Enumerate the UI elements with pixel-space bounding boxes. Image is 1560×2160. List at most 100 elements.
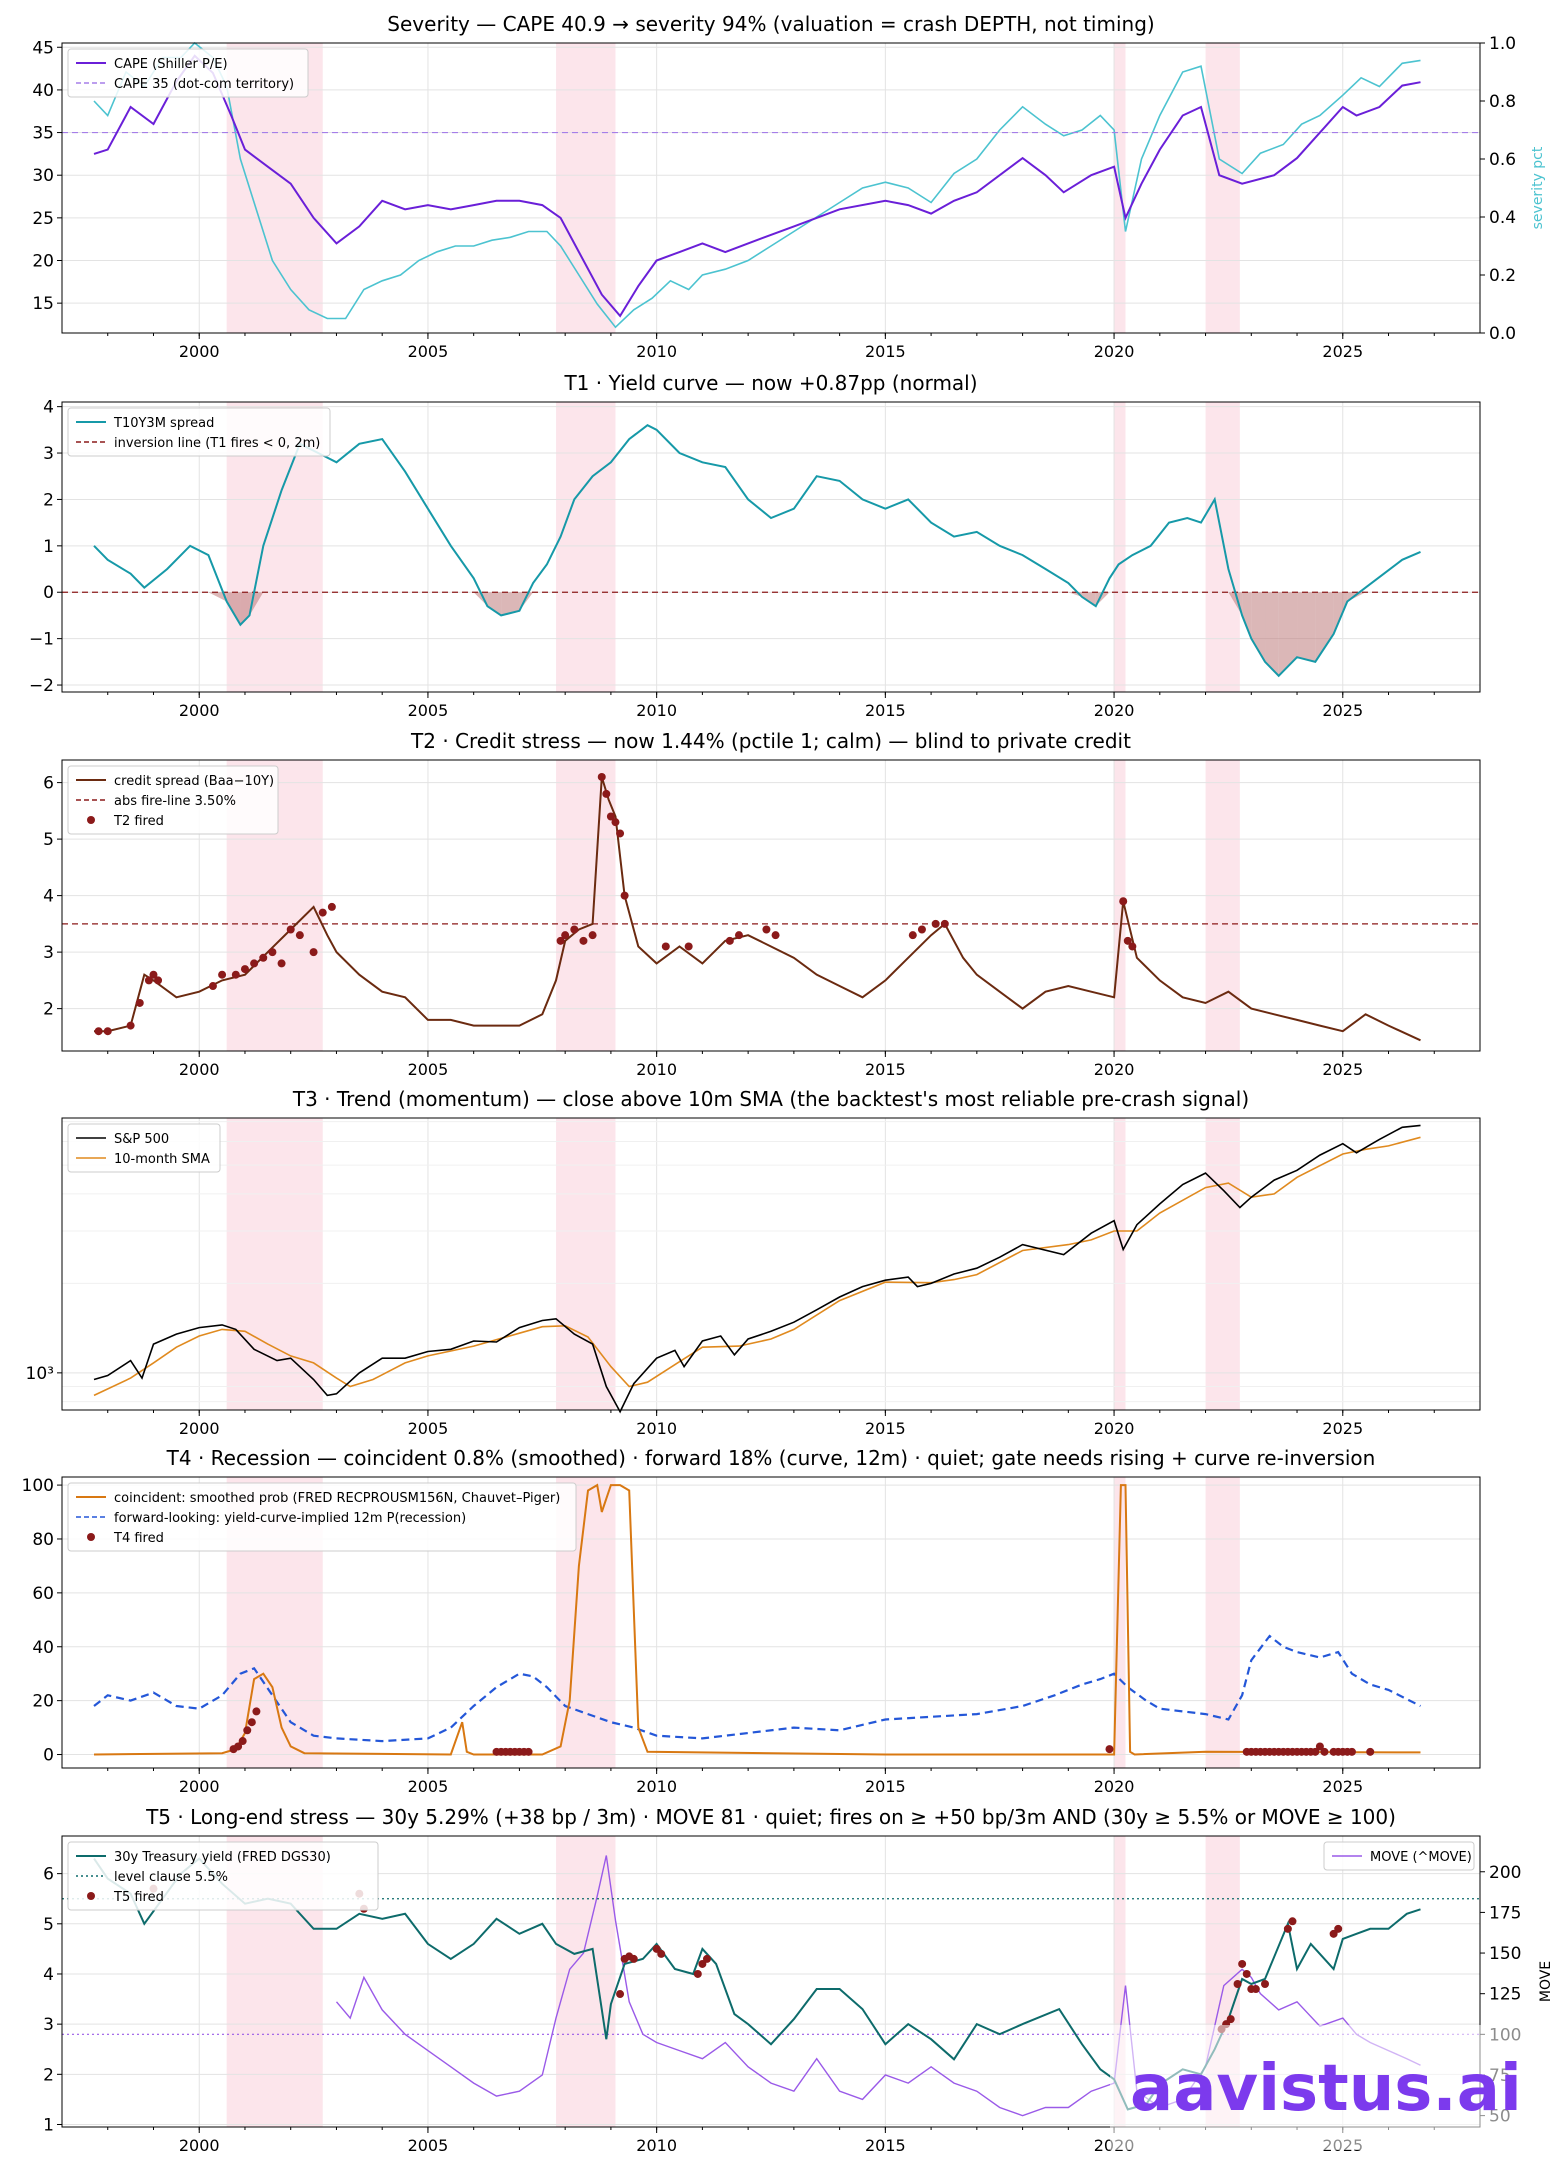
inversion-area [487, 592, 502, 616]
yield30-line [93, 1857, 1421, 2111]
recession-band [1205, 1118, 1240, 1410]
legend-swatch [87, 816, 95, 824]
t5-fired-point [1334, 1924, 1343, 1933]
legend-label: T5 fired [113, 1890, 164, 1905]
t2-fired-point [208, 982, 217, 991]
t2-fired-point [556, 936, 565, 945]
recession-band [1114, 760, 1126, 1051]
t2-fired-point [570, 925, 579, 934]
legend: credit spread (Baa−10Y) abs fire-line 3.5… [67, 765, 279, 835]
x-tick-label: 2015 [865, 1060, 906, 1079]
t2-fired-point [616, 829, 625, 838]
cape-line [93, 54, 1421, 318]
legend-label: T2 fired [113, 814, 164, 829]
x-tick-label: 2025 [1322, 1419, 1363, 1438]
y-tick-label: 4 [43, 398, 54, 418]
chart-title: T5 · Long-end stress — 30y 5.29% (+38 bp… [145, 1805, 1396, 1829]
credit-spread-line [94, 776, 1421, 1042]
sma-line [93, 1136, 1421, 1397]
t5-fired-point [1261, 1980, 1270, 1989]
legend-label: 10-month SMA [114, 1152, 210, 1167]
t2-fired-point [144, 976, 153, 985]
t2-fired-point [259, 953, 268, 962]
t2-fired-point [94, 1027, 103, 1036]
t5-fired-point [1226, 2015, 1235, 2024]
t2-fired-point [684, 942, 693, 951]
t2-fired-point [135, 998, 144, 1007]
y-tick-label: 3 [43, 2015, 54, 2035]
y-tick-label: −1 [29, 630, 54, 650]
t5-fired-point [1242, 1969, 1251, 1978]
chart-title: T3 · Trend (momentum) — close above 10m … [292, 1087, 1249, 1111]
t2-fired-point [277, 959, 286, 968]
y-tick-label: 2 [43, 2065, 54, 2085]
inversion-area [1347, 592, 1366, 602]
recession-band [1114, 1477, 1126, 1768]
x-tick-label: 2020 [1094, 342, 1135, 361]
x-tick-label: 2015 [865, 2136, 906, 2155]
t5-fired-point [1288, 1917, 1297, 1926]
y-tick-label: 35 [32, 124, 54, 144]
t2-fired-point [250, 959, 259, 968]
t4-fired-point [1311, 1747, 1320, 1756]
chart-title: T4 · Recession — coincident 0.8% (smooth… [166, 1446, 1376, 1470]
legend-box-move [1323, 1841, 1475, 1871]
legend: CAPE (Shiller P/E) CAPE 35 (dot-com terri… [67, 48, 309, 98]
y-tick-label: 45 [32, 38, 54, 58]
legend: coincident: smoothed prob (FRED RECPROUS… [67, 1482, 577, 1552]
coincident-line [93, 1483, 1421, 1756]
t2-fired-point [295, 931, 304, 940]
y-tick-label: 1 [43, 537, 54, 557]
forward-line [93, 1634, 1421, 1743]
x-tick-label: 2005 [408, 2136, 449, 2155]
recession-band [1114, 402, 1126, 692]
legend-box [67, 1482, 577, 1552]
y2-tick-label: 0.8 [1489, 92, 1516, 112]
legend: 30y Treasury yield (FRED DGS30) level cla… [67, 1841, 1475, 1911]
y-tick-label: 5 [43, 830, 54, 850]
legend-label: level clause 5.5% [114, 1870, 228, 1885]
inversion-area [1095, 592, 1110, 607]
legend-label: abs fire-line 3.50% [114, 794, 236, 809]
sp500-line [93, 1124, 1421, 1414]
y-tick-label: 40 [32, 1638, 54, 1658]
inversion-area [473, 592, 488, 607]
t2-fired-point [240, 965, 249, 974]
legend-box [67, 407, 331, 457]
x-tick-label: 2000 [179, 701, 220, 720]
t2-fired-point [762, 925, 771, 934]
legend-label: coincident: smoothed prob (FRED RECPROUS… [114, 1491, 560, 1506]
x-tick-label: 2015 [865, 342, 906, 361]
t4-fired-point [1366, 1747, 1375, 1756]
axes-frame [61, 401, 1481, 693]
recession-band [1205, 760, 1240, 1051]
t2-fired-point [1123, 936, 1132, 945]
t2-fired-point [318, 908, 327, 917]
y-tick-label: 20 [32, 252, 54, 272]
inversion-area [1265, 592, 1279, 676]
inversion-area [519, 592, 534, 611]
legend-label: MOVE (^MOVE) [1370, 1850, 1472, 1865]
inversion-area [226, 592, 241, 625]
x-tick-label: 2010 [636, 1060, 677, 1079]
recession-band [1114, 1836, 1126, 2127]
t4-fired-point [238, 1737, 247, 1746]
axes-frame [61, 1117, 1481, 1411]
x-tick-label: 2010 [636, 342, 677, 361]
t2-fired-point [103, 1027, 112, 1036]
t5-fired-point [1251, 1985, 1260, 1994]
t2-fired-point [268, 948, 277, 957]
t5-fired-point [616, 1990, 625, 1999]
y2-axis-label: MOVE [1538, 1961, 1554, 2002]
legend-label: S&P 500 [114, 1132, 169, 1147]
t4-fired-point [243, 1726, 252, 1735]
t2-fired-point [1128, 942, 1137, 951]
y-tick-label: 60 [32, 1584, 54, 1604]
recession-band [556, 1118, 616, 1410]
t4-fired-point [247, 1718, 256, 1727]
y-tick-label: 15 [32, 294, 54, 314]
x-tick-label: 2015 [865, 701, 906, 720]
x-tick-label: 2015 [865, 1419, 906, 1438]
y-tick-label: 2 [43, 490, 54, 510]
x-tick-label: 2020 [1094, 701, 1135, 720]
